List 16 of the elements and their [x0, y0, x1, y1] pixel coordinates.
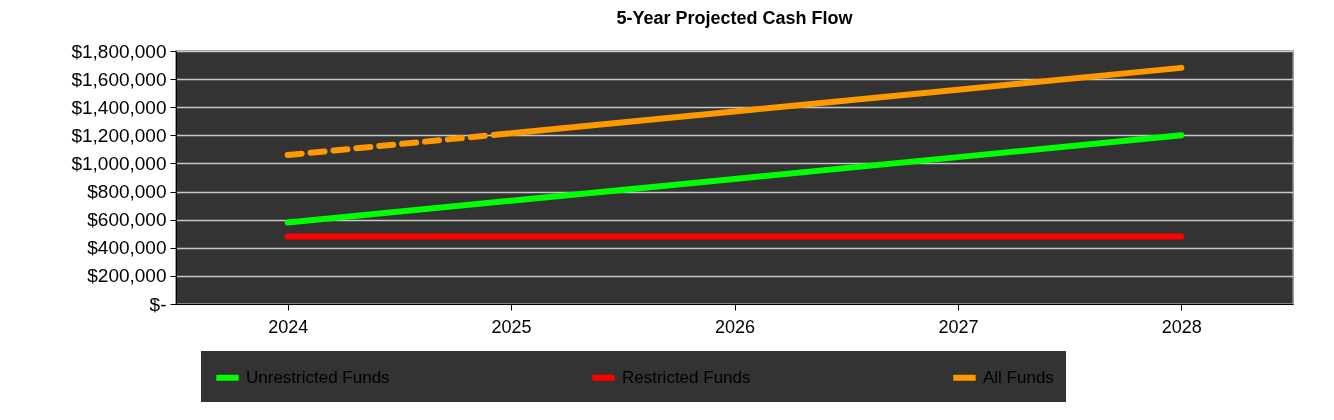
y-tick-label: $- [149, 293, 167, 315]
y-tick-label: $600,000 [87, 209, 167, 231]
y-tick-label: $400,000 [87, 237, 167, 259]
y-tick-label: $1,000,000 [71, 152, 167, 174]
y-tick-label: $1,600,000 [71, 68, 167, 90]
x-tick-label: 2028 [1161, 316, 1202, 337]
x-tick-label: 2027 [938, 316, 979, 337]
x-tick-label: 2024 [268, 316, 309, 337]
x-tick-label: 2025 [491, 316, 532, 337]
y-tick-label: $800,000 [87, 181, 167, 203]
chart-title: 5-Year Projected Cash Flow [616, 8, 854, 28]
x-tick-label: 2026 [714, 316, 756, 337]
y-tick-label: $1,800,000 [71, 40, 167, 62]
y-tick-label: $1,200,000 [71, 124, 167, 146]
y-tick-label: $1,400,000 [71, 96, 167, 118]
y-tick-label: $200,000 [87, 265, 167, 287]
